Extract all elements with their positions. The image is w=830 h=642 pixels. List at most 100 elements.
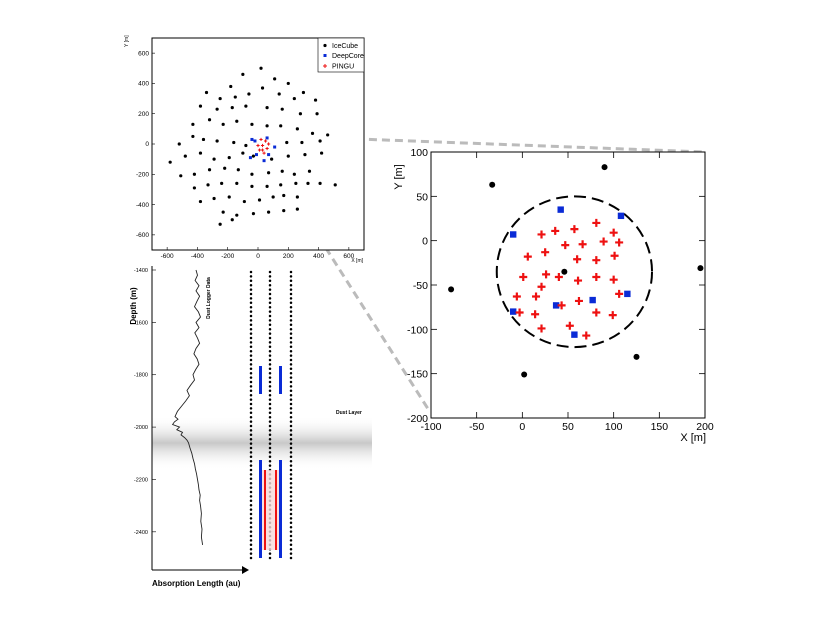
icecube-point	[697, 265, 704, 272]
dom	[289, 358, 293, 362]
pingu-point	[523, 252, 532, 261]
icecube-point	[207, 168, 212, 172]
dom	[268, 420, 272, 423]
dom	[268, 319, 272, 322]
dom	[249, 297, 253, 300]
icecube-point	[298, 112, 302, 116]
icecube-point	[306, 181, 310, 185]
icecube-point	[223, 166, 227, 170]
icecube-point	[227, 156, 231, 160]
dom	[249, 389, 253, 393]
icecube-point	[265, 124, 269, 128]
icecube-point	[250, 184, 254, 188]
pingu-point	[260, 143, 265, 148]
dom	[268, 398, 272, 401]
dom	[289, 512, 293, 516]
pingu-string-left	[264, 470, 266, 550]
dom	[289, 517, 293, 520]
dom	[268, 310, 272, 313]
dom	[289, 499, 293, 503]
dom	[268, 433, 272, 437]
dom	[268, 415, 272, 419]
icecube-point	[229, 84, 233, 89]
dom	[289, 424, 293, 428]
icecube-point	[257, 198, 262, 202]
dom	[268, 385, 272, 388]
dom	[268, 301, 272, 305]
pingu-point	[515, 308, 524, 317]
pingu-point	[592, 273, 601, 282]
dom	[249, 530, 253, 533]
top-view-xtick-label: -400	[191, 253, 204, 260]
icecube-point	[244, 143, 248, 148]
icecube-point	[282, 209, 286, 213]
icecube-point	[286, 81, 290, 86]
dom	[249, 385, 253, 388]
pingu-point	[551, 226, 560, 235]
depth-tick-label: -2400	[134, 530, 148, 536]
dom	[268, 332, 272, 335]
deepcore-point	[552, 302, 560, 309]
dom	[249, 292, 253, 296]
pingu-point	[537, 282, 546, 291]
icecube-point	[221, 122, 225, 126]
dom	[249, 517, 253, 520]
dom	[249, 552, 253, 555]
icecube-point	[251, 154, 256, 158]
dom	[289, 270, 293, 274]
dom	[268, 358, 272, 362]
dom	[289, 402, 293, 406]
icecube-point	[242, 199, 246, 204]
dom	[268, 424, 272, 428]
icecube-point	[292, 172, 296, 176]
dom	[289, 539, 293, 542]
dom	[249, 543, 253, 547]
icecube-point	[192, 172, 196, 176]
icecube-point	[183, 154, 187, 158]
icecube-point	[191, 134, 195, 139]
pingu-point	[557, 301, 566, 310]
zoom-xtick-label: 0	[519, 421, 525, 433]
pingu-point	[257, 148, 262, 152]
icecube-point	[271, 195, 275, 199]
dom	[268, 411, 272, 415]
dom	[249, 481, 253, 485]
dom	[289, 547, 293, 551]
dom	[289, 451, 293, 454]
pingu-point	[574, 276, 583, 285]
dom	[249, 345, 253, 349]
dom	[268, 297, 272, 300]
zoom-xlabel: X [m]	[680, 432, 706, 444]
top-view-xtick-label: 600	[343, 253, 354, 260]
pingu-point	[262, 151, 266, 155]
depth-tick-label: -1600	[134, 320, 148, 326]
icecube-point	[215, 139, 219, 143]
icecube-point	[280, 169, 284, 173]
dust-axis-ticks: -1400 -1600 -1800 -2000 -2200 -2400	[134, 268, 156, 536]
dom	[268, 314, 272, 318]
dom	[289, 473, 293, 476]
dom	[289, 437, 293, 441]
deepcore-point	[250, 137, 254, 141]
pingu-point	[541, 248, 550, 257]
pingu-point	[256, 143, 260, 148]
pingu-point	[561, 241, 570, 250]
dom	[289, 279, 293, 283]
dom	[268, 455, 272, 459]
dom	[268, 327, 272, 331]
top-view-axes: -600 -400 -200 0 200 400 600 600 400 200 0 -200 -400…	[136, 50, 355, 260]
dom	[268, 323, 272, 327]
dom	[249, 508, 253, 511]
zoom-ytick-label: -150	[407, 369, 428, 381]
pingu-point	[608, 311, 617, 320]
pingu-point	[532, 292, 541, 301]
dom	[289, 323, 293, 327]
icecube-point	[303, 153, 307, 157]
dust-layer-annotation: Dust Layer	[336, 410, 362, 416]
dom	[249, 547, 253, 551]
dom	[289, 530, 293, 533]
icecube-point	[221, 210, 225, 214]
dom	[289, 525, 293, 529]
top-view-ytick-label: 400	[138, 81, 149, 88]
dom	[289, 534, 293, 538]
